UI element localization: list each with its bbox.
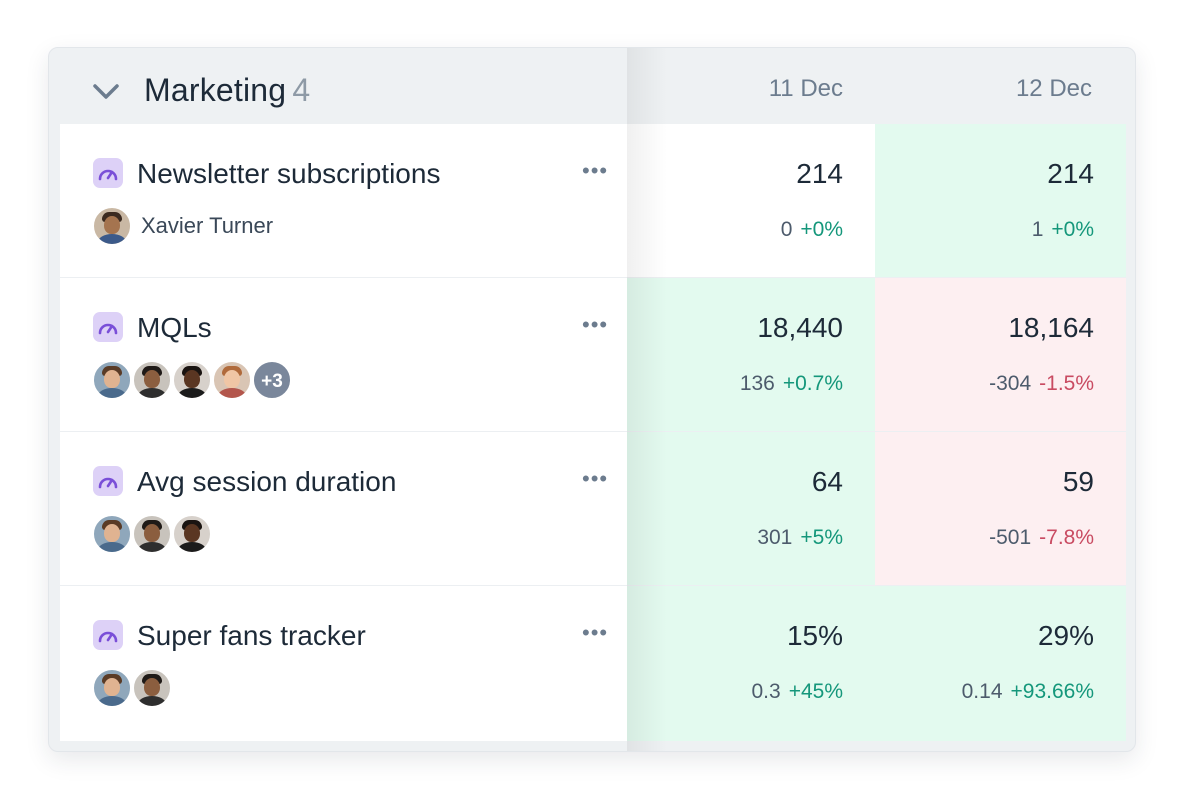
metric-row[interactable]: MQLs ••• +3 18,440 136 +0.7% 18,164 -304-… [60, 278, 1126, 432]
gauge-icon [93, 158, 123, 188]
metric-row[interactable]: Super fans tracker ••• 15% 0.3 +45% 29% 0… [60, 586, 1126, 741]
owner-name: Xavier Turner [141, 213, 274, 238]
avatar[interactable] [132, 514, 172, 554]
metric-row[interactable]: Newsletter subscriptions ••• Xavier Turn… [60, 124, 1126, 278]
cell-delta: -501 -7.8% [989, 526, 1094, 549]
cell-delta: 1 +0% [1031, 218, 1094, 241]
metric-row[interactable]: Avg session duration ••• 64 301 +5% 59 -5… [60, 432, 1126, 586]
group-count: 4 [292, 72, 311, 108]
more-options-icon[interactable]: ••• [582, 158, 609, 183]
cell-percent-change: +93.66% [1010, 680, 1095, 703]
row-divider [60, 431, 1126, 432]
more-options-icon[interactable]: ••• [582, 312, 609, 337]
gauge-icon [93, 620, 123, 650]
metric-cell[interactable]: 15% 0.3 +45% [627, 586, 875, 741]
cell-value: 214 [796, 158, 843, 189]
cell-value: 59 [1062, 466, 1094, 497]
group-title[interactable]: Marketing 4 [144, 72, 311, 108]
cell-delta: 301 +5% [757, 526, 843, 549]
gauge-icon [93, 466, 123, 496]
chevron-down-icon[interactable] [91, 80, 121, 104]
avatar[interactable] [212, 360, 252, 400]
metrics-group-card: Marketing 4 11 Dec 12 Dec Newsletter subs… [48, 47, 1136, 752]
metric-name[interactable]: Avg session duration [137, 466, 397, 497]
cell-percent-change: +0% [1051, 218, 1094, 241]
avatar[interactable] [92, 668, 132, 708]
avatar[interactable] [132, 360, 172, 400]
metric-cell[interactable]: 214 0 +0% [627, 124, 875, 278]
metric-name[interactable]: Super fans tracker [137, 620, 366, 651]
more-people-badge[interactable]: +3 [252, 360, 292, 400]
group-header: Marketing 4 11 Dec 12 Dec [49, 48, 1135, 124]
metric-cell[interactable]: 59 -501 -7.8% [875, 432, 1126, 586]
cell-percent-change: +0.7% [782, 372, 843, 395]
metric-cell[interactable]: 18,440 136 +0.7% [627, 278, 875, 432]
cell-percent-change: +5% [800, 526, 843, 549]
metric-cell[interactable]: 29% 0.14 +93.66% [875, 586, 1126, 741]
cell-value: 18,440 [757, 312, 843, 343]
cell-delta: 136 +0.7% [739, 372, 843, 395]
metric-cell[interactable]: 214 1 +0% [875, 124, 1126, 278]
metric-cell[interactable]: 18,164 -304 -1.5% [875, 278, 1126, 432]
more-options-icon[interactable]: ••• [582, 466, 609, 491]
cell-delta: 0 +0% [780, 218, 843, 241]
cell-value: 29% [1037, 620, 1094, 651]
avatar[interactable] [92, 360, 132, 400]
cell-delta: 0.14 +93.66% [961, 680, 1095, 703]
cell-value: 15% [786, 620, 843, 651]
cell-percent-change: -1.5% [1039, 372, 1094, 395]
metric-name[interactable]: Newsletter subscriptions [137, 158, 441, 189]
date-column-header: 12 Dec [1015, 75, 1092, 102]
cell-value: 214 [1047, 158, 1094, 189]
cell-percent-change: +0% [800, 218, 843, 241]
cell-percent-change: +45% [788, 680, 843, 703]
avatar[interactable] [132, 668, 172, 708]
cell-delta: -304 -1.5% [989, 372, 1094, 395]
avatar[interactable] [92, 206, 132, 246]
date-column-header: 11 Dec [768, 75, 843, 102]
cell-percent-change: -7.8% [1039, 526, 1094, 549]
avatar[interactable] [92, 514, 132, 554]
more-options-icon[interactable]: ••• [582, 620, 609, 645]
metric-name[interactable]: MQLs [137, 312, 212, 343]
cell-value: 18,164 [1008, 312, 1094, 343]
row-divider [60, 277, 1126, 278]
metric-cell[interactable]: 64 301 +5% [627, 432, 875, 586]
gauge-icon [93, 312, 123, 342]
avatar[interactable] [172, 514, 212, 554]
avatar[interactable] [172, 360, 212, 400]
cell-delta: 0.3 +45% [751, 680, 844, 703]
row-divider [60, 585, 1126, 586]
metric-name-column [60, 124, 627, 741]
cell-value: 64 [811, 466, 843, 497]
